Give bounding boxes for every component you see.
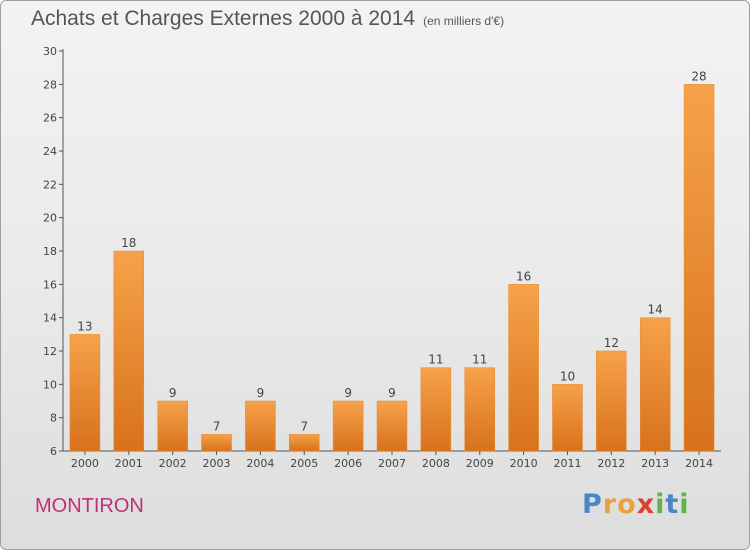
- data-label: 9: [388, 386, 396, 400]
- data-label: 7: [213, 419, 221, 433]
- place-name: MONTIRON: [35, 495, 144, 517]
- x-tick-label: 2002: [159, 457, 187, 470]
- data-label: 14: [648, 303, 663, 317]
- brand-letter: t: [665, 489, 680, 520]
- data-label: 11: [428, 353, 443, 367]
- y-tick-label: 6: [50, 445, 57, 458]
- bar: [157, 400, 188, 452]
- x-tick-label: 2001: [115, 457, 143, 470]
- data-label: 10: [560, 369, 575, 383]
- x-tick-label: 2007: [378, 457, 406, 470]
- brand-logo: Proxiti: [582, 489, 690, 520]
- bar: [201, 434, 232, 452]
- bar: [552, 384, 583, 452]
- data-label: 7: [300, 419, 308, 433]
- data-label: 16: [516, 269, 531, 283]
- x-tick-label: 2005: [290, 457, 318, 470]
- bar: [508, 284, 539, 452]
- x-tick-label: 2013: [641, 457, 669, 470]
- y-tick-label: 26: [43, 112, 57, 125]
- x-tick-label: 2012: [597, 457, 625, 470]
- x-tick-label: 2004: [246, 457, 274, 470]
- data-label: 9: [257, 386, 265, 400]
- bar: [289, 434, 320, 452]
- data-label: 11: [472, 353, 487, 367]
- y-tick-label: 8: [50, 412, 57, 425]
- x-tick-label: 2011: [553, 457, 581, 470]
- y-tick-label: 24: [43, 145, 57, 158]
- brand-letter: r: [602, 489, 618, 520]
- y-tick-label: 28: [43, 78, 57, 91]
- y-tick-label: 22: [43, 178, 57, 191]
- brand-letter: o: [617, 489, 637, 520]
- brand-letter: i: [679, 489, 690, 520]
- bar: [376, 400, 408, 452]
- brand-letter: P: [582, 489, 603, 520]
- y-tick-label: 10: [43, 378, 57, 391]
- x-tick-label: 2003: [203, 457, 231, 470]
- bar: [639, 317, 671, 452]
- y-tick-label: 20: [43, 212, 57, 225]
- y-tick-label: 18: [43, 245, 57, 258]
- x-tick-label: 2006: [334, 457, 362, 470]
- bar: [596, 350, 627, 452]
- bar: [113, 250, 145, 452]
- bar: [420, 367, 452, 452]
- bar: [683, 84, 715, 452]
- y-tick-label: 16: [43, 278, 57, 291]
- x-tick-label: 2010: [510, 457, 538, 470]
- brand-letter: i: [655, 489, 666, 520]
- chart-title: Achats et Charges Externes 2000 à 2014: [31, 7, 416, 30]
- x-tick-label: 2000: [71, 457, 99, 470]
- x-tick-label: 2014: [685, 457, 713, 470]
- data-label: 18: [121, 236, 136, 250]
- data-label: 12: [604, 336, 619, 350]
- x-tick-label: 2009: [466, 457, 494, 470]
- bar: [332, 400, 364, 452]
- chart-title-block: Achats et Charges Externes 2000 à 2014 (e…: [31, 7, 504, 31]
- y-tick-label: 30: [43, 45, 57, 58]
- bar: [245, 400, 276, 452]
- data-label: 9: [169, 386, 177, 400]
- y-tick-label: 14: [43, 312, 57, 325]
- x-tick-label: 2008: [422, 457, 450, 470]
- data-label: 9: [344, 386, 352, 400]
- chart-subtitle: (en milliers d'€): [423, 14, 505, 28]
- y-tick-label: 12: [43, 345, 57, 358]
- bar: [69, 334, 101, 452]
- brand-letter: x: [636, 489, 656, 520]
- bar: [464, 367, 495, 452]
- data-label: 28: [691, 69, 706, 83]
- data-label: 13: [77, 319, 92, 333]
